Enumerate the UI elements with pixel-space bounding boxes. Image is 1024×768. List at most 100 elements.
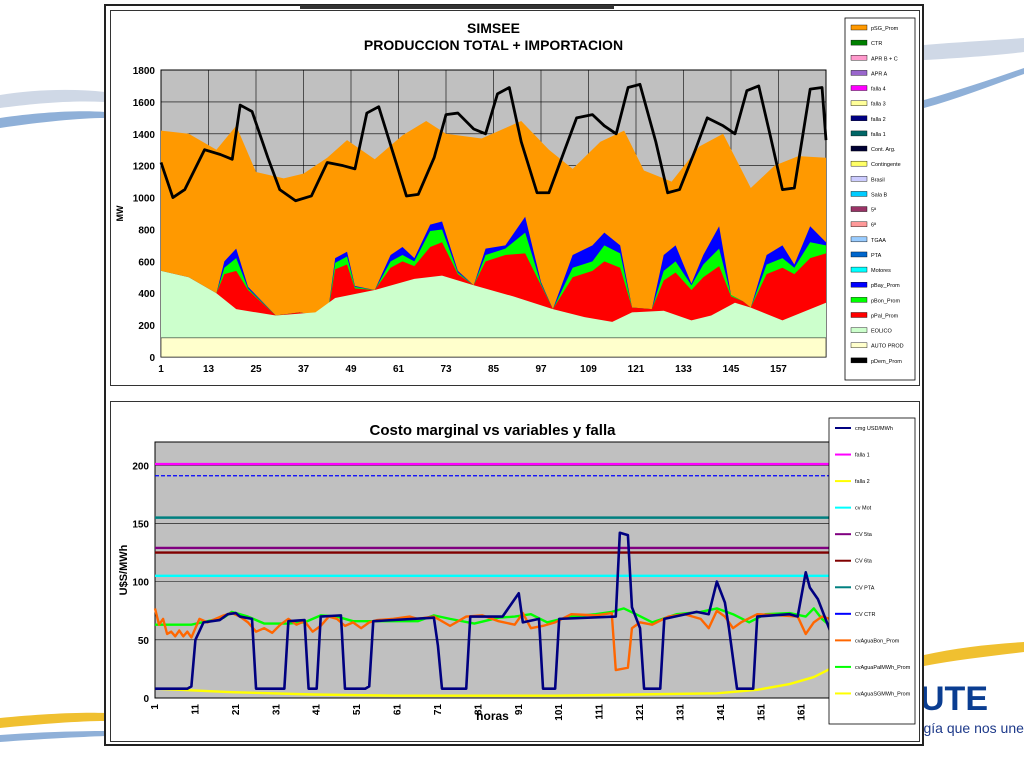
chart1-legend-swatch-falla-3 (850, 100, 868, 106)
chart1-legend-swatch-apr-a (850, 70, 868, 76)
chart1-area-auto-prod (160, 337, 827, 358)
chart1-title: SIMSEE (467, 20, 520, 36)
chart2-plot-area (154, 441, 831, 699)
chart1-x-tick-label: 157 (770, 364, 787, 375)
chart1-x-tick-label: 97 (535, 364, 547, 375)
top-decor-bar (300, 5, 614, 9)
chart1-y-tick-label: 200 (138, 321, 155, 332)
marginal-cost-chart-panel: Costo marginal vs variables y falla 0 50 10… (110, 401, 920, 742)
chart2-x-tick-label: 51 (352, 704, 363, 716)
production-chart-panel: SIMSEE PRODUCCION TOTAL + IMPORTACION 0 200… (110, 10, 920, 386)
chart1-legend-swatch-brasil (850, 176, 868, 182)
chart1-legend-swatch-contingente (850, 160, 868, 167)
chart2-x-tick-label: 151 (756, 704, 767, 721)
chart2-x-tick-label: 21 (231, 704, 242, 716)
chart1-legend-label-pbay-prom: pBay_Prom (871, 283, 900, 289)
chart2-legend-label-cv-6ta: CV 6ta (855, 559, 873, 565)
chart1-legend-box (844, 17, 916, 381)
chart1-area-eolico (161, 270, 826, 357)
swoosh-right-top (924, 38, 1024, 60)
chart1-line-pdem-prom (159, 82, 828, 203)
chart2-legend-label-cv-5ta: CV 5ta (855, 532, 873, 538)
chart1-x-tick-label: 61 (393, 364, 405, 375)
chart1-legend-swatch-5 (850, 206, 868, 212)
chart1-y-tick-label: 800 (138, 225, 155, 236)
chart2-x-tick-label: 11 (190, 704, 201, 715)
chart1-legend-label-pbon-prom: pBon_Prom (871, 298, 900, 304)
chart1-legend-label-falla-3: falla 3 (871, 102, 886, 108)
chart1-x-tick-label: 49 (345, 364, 357, 375)
swoosh-right-bottom (924, 642, 1024, 666)
chart2-legend-box (828, 417, 916, 725)
chart1-legend-swatch-6 (850, 221, 868, 227)
chart1-legend-swatch-pdem-prom (850, 357, 868, 364)
chart2-x-tick-label: 71 (433, 704, 444, 716)
chart2-x-tick-label: 121 (635, 704, 646, 721)
chart2-legend-label-cv-mot: cv Mot (855, 506, 872, 512)
chart1-legend-swatch-falla-2 (850, 115, 868, 121)
chart1-x-tick-label: 25 (250, 364, 262, 375)
chart1-y-tick-label: 1600 (133, 98, 156, 109)
swoosh-left-bottom-blue (0, 731, 105, 742)
chart1-y-tick-label: 400 (138, 289, 155, 300)
chart1-legend-label-sala-b: Sala B (871, 192, 888, 198)
chart2-x-tick-label: 31 (271, 704, 282, 716)
chart2-legend-label-cmg-usd-mwh: cmg USD/MWh (855, 426, 893, 432)
chart1-legend-label-pta: PTA (871, 253, 882, 259)
chart1-legend-swatch-ctr (850, 39, 868, 46)
chart2-x-tick-label: 141 (716, 704, 727, 721)
chart1-x-tick-label: 73 (440, 364, 452, 375)
chart2-x-tick-label: 81 (473, 704, 484, 716)
chart1-y-tick-label: 1800 (133, 66, 156, 77)
swoosh-right-mid (924, 68, 1024, 108)
chart1-x-tick-label: 109 (580, 364, 597, 375)
chart1-y-tick-label: 600 (138, 257, 155, 268)
chart2-x-tick-label: 1 (150, 704, 161, 710)
chart1-legend-swatch-motores (850, 266, 868, 273)
chart1-subtitle: PRODUCCION TOTAL + IMPORTACION (364, 37, 623, 53)
chart1-legend-label-cont-arg: Cont. Arg. (871, 147, 896, 153)
chart2-legend-label-cvaguabon-prom: cvAguaBon_Prom (855, 638, 900, 644)
chart2-y-tick-label: 50 (138, 636, 150, 647)
chart1-legend-label-motores: Motores (871, 268, 891, 274)
chart1-legend-swatch-apr-b-c (850, 55, 868, 61)
chart1-legend-label-psg-prom: pSG_Prom (871, 26, 899, 32)
chart1-legend-swatch-cont-arg (850, 145, 868, 152)
chart1-legend-swatch-sala-b (850, 191, 868, 197)
chart1-legend-swatch-ppal-prom (850, 312, 868, 318)
chart2-legend-label-falla-1: falla 1 (855, 453, 870, 459)
chart1-x-tick-label: 121 (628, 364, 645, 375)
chart2-legend-label-cv-ctr: CV CTR (855, 612, 876, 618)
chart2-legend-label-cvaguapalmwh-prom: cvAguaPalMWh_Prom (855, 665, 911, 671)
chart1-legend-label-auto-prod: AUTO PROD (871, 344, 904, 350)
chart1-legend-label-tgaa: TGAA (871, 238, 886, 244)
chart1-y-tick-label: 1400 (133, 130, 156, 141)
chart1-legend-swatch-falla-1 (850, 130, 868, 137)
chart2-y-tick-label: 100 (132, 578, 149, 589)
chart2-x-axis-label: horas (476, 709, 509, 723)
swoosh-left-bottom (0, 712, 105, 728)
chart1-legend-label-eolico: EOLICO (871, 329, 893, 335)
chart1-legend-swatch-pbay-prom (850, 282, 868, 288)
chart1-legend-label-falla-2: falla 2 (871, 117, 886, 123)
chart1-x-tick-label: 145 (723, 364, 740, 375)
chart1-legend-label-ctr: CTR (871, 41, 882, 47)
chart1-legend-label-6: 6ª (871, 222, 877, 229)
chart2-x-tick-label: 61 (393, 704, 404, 716)
chart1-x-tick-label: 1 (158, 364, 164, 375)
chart1-legend-label-5: 5ª (871, 207, 877, 214)
chart1-legend-label-ppal-prom: pPal_Prom (871, 313, 899, 319)
chart2-legend-label-cvaguasgmwh-prom: cvAguaSGMWh_Prom (855, 691, 911, 697)
chart1-legend-label-apr-a: APR A (871, 71, 888, 77)
chart1-x-tick-label: 37 (298, 364, 310, 375)
swoosh-left-top (0, 89, 105, 108)
chart1-legend-label-pdem-prom: pDem_Prom (871, 359, 902, 365)
chart1-x-tick-label: 13 (203, 364, 215, 375)
chart2-line-cmg-usd-mwh (155, 531, 832, 690)
chart2-x-tick-label: 161 (797, 704, 808, 721)
chart2-y-axis-label: U$S/MWh (118, 544, 130, 595)
swoosh-left-mid (0, 111, 105, 128)
chart1-legend-swatch-auto-prod (850, 342, 868, 348)
